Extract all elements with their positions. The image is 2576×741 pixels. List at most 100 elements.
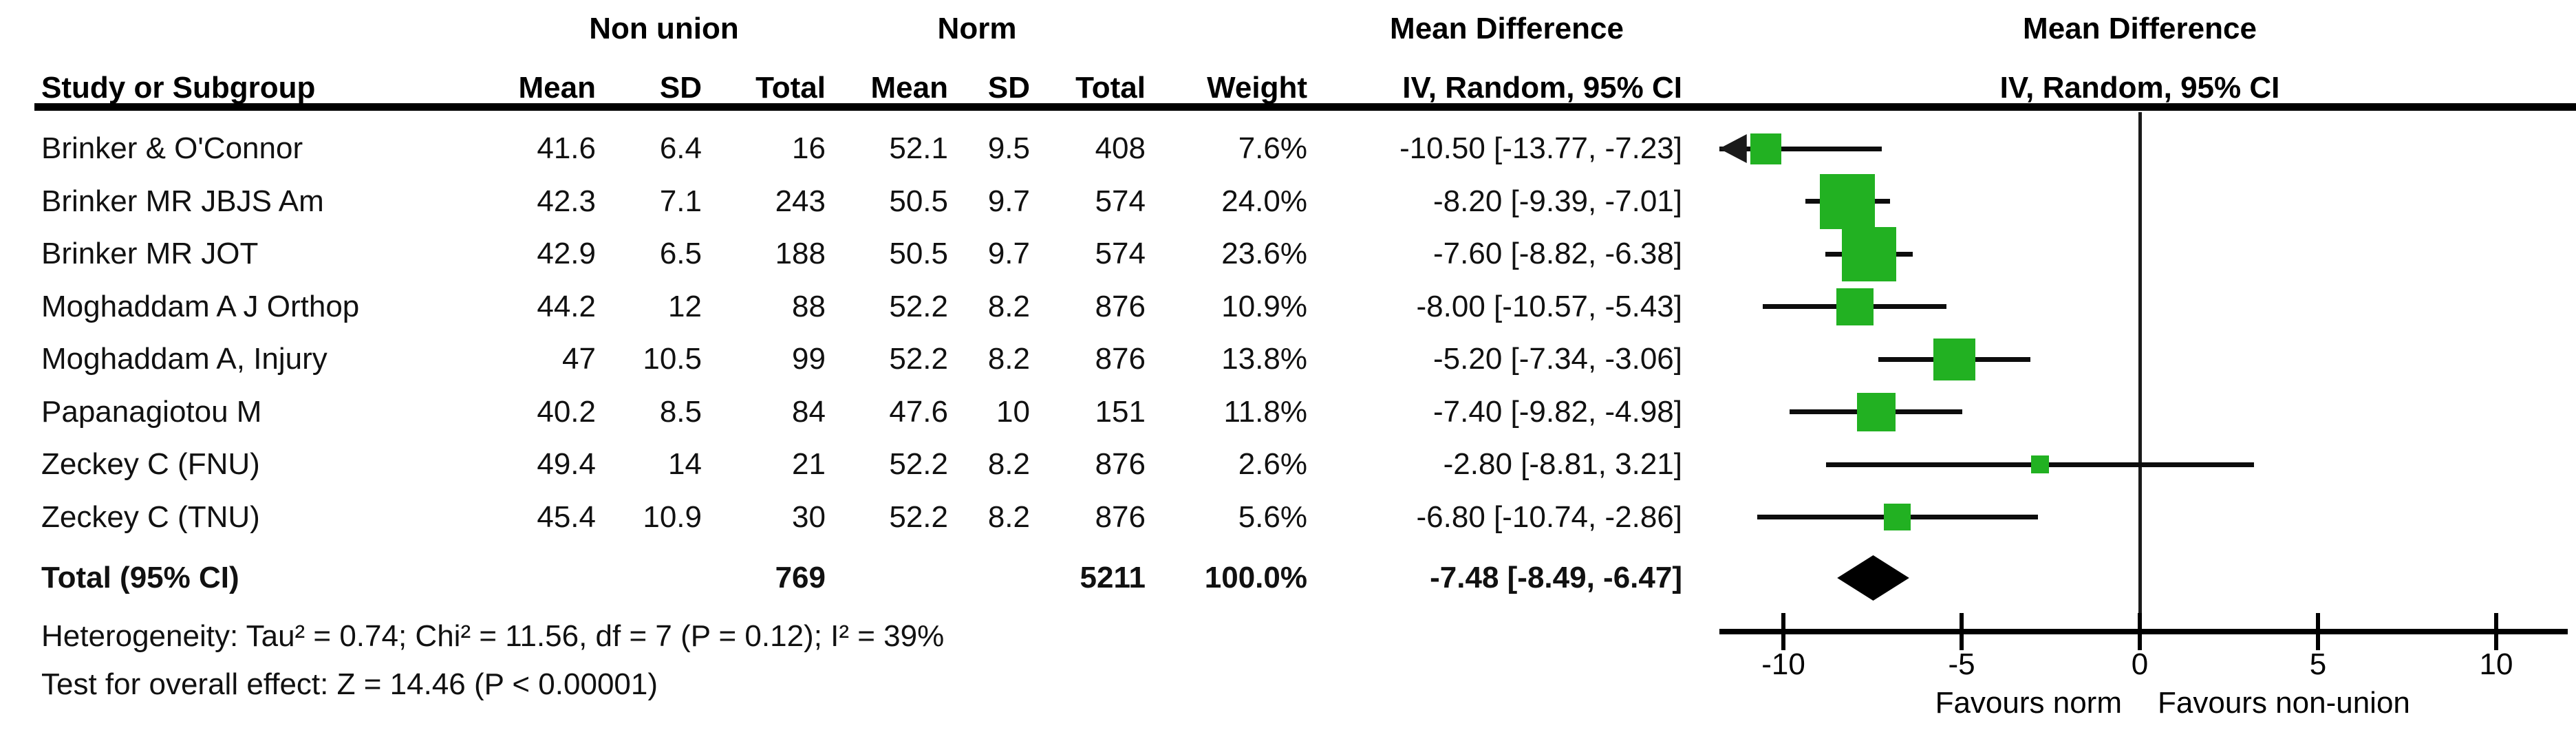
group1-total: 16 [792, 131, 826, 165]
axis-tick [1781, 613, 1785, 650]
group1-total: 243 [775, 184, 826, 218]
group1-mean: 44.2 [537, 289, 596, 323]
study-weight: 10.9% [1221, 289, 1307, 323]
group2-sd: 9.7 [987, 237, 1030, 270]
axis-tick [2138, 613, 2142, 650]
group1-sd: 14 [668, 447, 702, 481]
effect-marker [1820, 173, 1876, 229]
effect-measure-header-right: Mean Difference [2023, 12, 2257, 45]
effect-marker [1841, 226, 1896, 281]
study-ci-text: -8.20 [-9.39, -7.01] [1433, 184, 1682, 218]
col-header-mean-2: Mean [870, 71, 948, 105]
group2-sd: 9.5 [987, 131, 1030, 165]
group2-total: 876 [1095, 500, 1146, 534]
effect-marker [1750, 133, 1781, 164]
ci-line [1719, 146, 1882, 151]
group1-total: 88 [792, 289, 826, 323]
study-ci-text: -7.60 [-8.82, -6.38] [1433, 237, 1682, 270]
group1-sd: 10.5 [643, 342, 702, 376]
group2-mean: 47.6 [889, 394, 948, 429]
group2-total: 151 [1095, 394, 1146, 429]
axis-tick [1960, 613, 1964, 650]
study-weight: 5.6% [1238, 500, 1307, 534]
study-name: Zeckey C (TNU) [41, 500, 260, 534]
col-header-total-1: Total [755, 71, 826, 105]
group1-total: 84 [792, 394, 826, 429]
study-ci-text: -8.00 [-10.57, -5.43] [1416, 289, 1682, 323]
summary-diamond [1837, 555, 1909, 601]
group1-mean: 41.6 [537, 131, 596, 165]
total-weight: 100.0% [1204, 561, 1307, 594]
study-name: Zeckey C (FNU) [41, 447, 260, 481]
col-header-ci-right: IV, Random, 95% CI [1999, 71, 2280, 105]
group1-total: 30 [792, 500, 826, 534]
group2-total: 876 [1095, 447, 1146, 481]
group1-mean: 47 [562, 342, 596, 376]
group1-sd: 6.4 [659, 131, 702, 165]
study-name: Moghaddam A, Injury [41, 342, 328, 376]
study-weight: 2.6% [1238, 447, 1307, 481]
group2-sd: 8.2 [987, 342, 1030, 376]
group1-mean: 42.9 [537, 237, 596, 270]
group2-mean: 52.2 [889, 447, 948, 481]
study-ci-text: -10.50 [-13.77, -7.23] [1399, 131, 1682, 165]
group2-header: Norm [937, 12, 1017, 45]
effect-marker [2030, 455, 2049, 473]
col-header-sd-1: SD [659, 71, 702, 105]
study-weight: 7.6% [1238, 131, 1307, 165]
group2-mean: 52.2 [889, 289, 948, 323]
zero-line [2138, 112, 2142, 632]
favours-right-label: Favours non-union [2158, 686, 2410, 720]
x-axis-line [1719, 629, 2568, 634]
total-label: Total (95% CI) [41, 561, 239, 594]
group1-header: Non union [589, 12, 739, 45]
group1-sd: 8.5 [659, 394, 702, 429]
axis-tick [2494, 613, 2498, 650]
group2-total: 574 [1095, 237, 1146, 270]
group1-total: 99 [792, 342, 826, 376]
group2-total: 408 [1095, 131, 1146, 165]
group1-mean: 40.2 [537, 394, 596, 429]
group2-mean: 50.5 [889, 237, 948, 270]
group2-sd: 8.2 [987, 447, 1030, 481]
col-header-sd-2: SD [987, 71, 1030, 105]
total-n-group1: 769 [775, 561, 826, 594]
effect-marker [1933, 338, 1976, 380]
group1-total: 188 [775, 237, 826, 270]
col-header-mean-1: Mean [518, 71, 596, 105]
group1-sd: 12 [668, 289, 702, 323]
header-rule [34, 103, 2576, 111]
axis-tick-label: -5 [1948, 647, 1975, 681]
total-ci-text: -7.48 [-8.49, -6.47] [1430, 561, 1682, 594]
col-header-ci-left: IV, Random, 95% CI [1402, 71, 1682, 105]
study-name: Brinker MR JBJS Am [41, 184, 324, 218]
axis-tick-label: 5 [2309, 647, 2327, 681]
col-header-total-2: Total [1075, 71, 1146, 105]
axis-tick-label: 10 [2479, 647, 2513, 681]
group2-total: 876 [1095, 289, 1146, 323]
group2-mean: 52.2 [889, 500, 948, 534]
heterogeneity-text: Heterogeneity: Tau² = 0.74; Chi² = 11.56… [41, 619, 945, 653]
group2-total: 574 [1095, 184, 1146, 218]
study-weight: 23.6% [1221, 237, 1307, 270]
group1-mean: 49.4 [537, 447, 596, 481]
study-name: Brinker & O'Connor [41, 131, 303, 165]
effect-measure-header-left: Mean Difference [1390, 12, 1624, 45]
group2-total: 876 [1095, 342, 1146, 376]
effect-marker [1884, 504, 1911, 530]
study-ci-text: -2.80 [-8.81, 3.21] [1443, 447, 1682, 481]
col-header-weight: Weight [1207, 71, 1307, 105]
axis-tick [2316, 613, 2320, 650]
favours-left-label: Favours norm [1935, 686, 2122, 720]
axis-tick-label: 0 [2131, 647, 2149, 681]
group1-sd: 6.5 [659, 237, 702, 270]
group2-sd: 10 [996, 394, 1030, 429]
group1-total: 21 [792, 447, 826, 481]
group2-mean: 52.2 [889, 342, 948, 376]
overall-effect-text: Test for overall effect: Z = 14.46 (P < … [41, 667, 658, 701]
study-name: Papanagiotou M [41, 394, 262, 429]
study-ci-text: -7.40 [-9.82, -4.98] [1433, 394, 1682, 429]
arrow-left-icon [1719, 134, 1747, 163]
axis-tick-label: -10 [1761, 647, 1805, 681]
